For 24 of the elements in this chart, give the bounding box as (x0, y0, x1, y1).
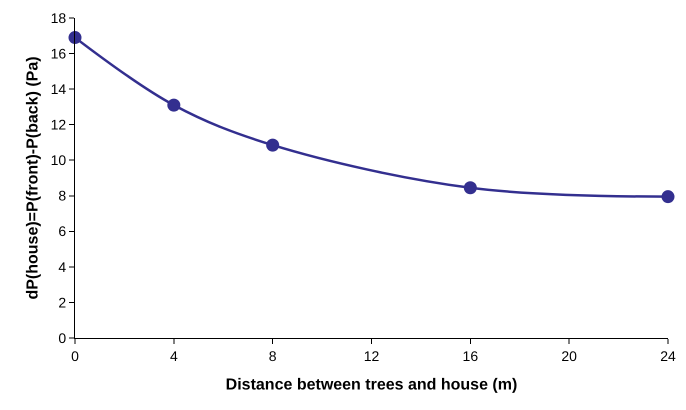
x-tick-label: 4 (170, 348, 178, 364)
y-tick-label: 12 (50, 116, 66, 133)
x-tick-label: 8 (268, 348, 277, 364)
point (464, 181, 477, 194)
point (167, 98, 180, 112)
y-tick-label: 10 (50, 152, 66, 168)
point (266, 138, 280, 152)
y-tick-label: 6 (58, 223, 66, 240)
y-tick-label: 2 (58, 294, 66, 310)
x-tick-label: 16 (462, 348, 478, 364)
point (68, 31, 82, 44)
x-tick-label: 24 (660, 348, 676, 364)
x-tick-label: 0 (71, 348, 80, 364)
x-tick-label: 12 (364, 348, 380, 364)
y-tick-label: 16 (50, 45, 66, 62)
y-axis-title: dP(house)=P(front)-P(back) (Pa) (24, 56, 42, 300)
point (662, 190, 674, 204)
y-tick-label: 18 (50, 10, 66, 26)
x-tick-label: 20 (561, 348, 578, 364)
x-axis-title: Distance between trees and house (m) (226, 376, 518, 394)
y-tick-label: 8 (58, 188, 66, 204)
y-tick-label: 0 (58, 330, 66, 346)
y-tick-label: 4 (58, 258, 66, 275)
y-tick-label: 14 (50, 81, 66, 98)
